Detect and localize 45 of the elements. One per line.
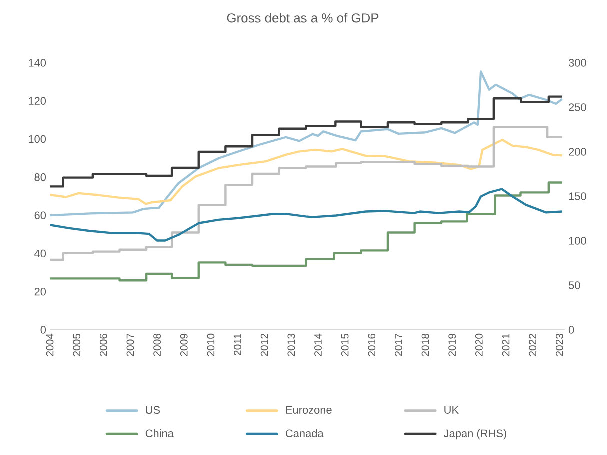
line-series [50,188,564,242]
legend-label: UK [444,406,459,414]
chart-title: Gross debt as a % of GDP [227,13,379,23]
y-tick-label: 40 [34,250,46,258]
y2-tick-label: 100 [569,237,586,245]
y-tick-label: 20 [34,288,46,296]
x-tick-label: 2017 [395,334,402,356]
x-tick-label: 2006 [100,334,108,356]
y-tick-label: 60 [34,212,46,220]
legend-label: Japan (RHS) [444,429,506,440]
y-tick-label: 120 [29,97,46,106]
legend-label: Eurozone [286,406,332,414]
y-tick-label: 0 [40,326,46,334]
y2-tick-label: 200 [569,148,586,156]
y-tick-label: 100 [29,135,46,144]
x-tick-label: 2011 [234,334,242,356]
line-series [50,138,564,206]
y2-tick-label: 0 [568,326,574,334]
x-tick-label: 2018 [422,334,430,356]
y2-tick-label: 300 [568,59,586,67]
y2-tick-label: 250 [569,104,586,112]
x-tick-label: 2009 [180,334,188,356]
x-tick-label: 2012 [260,334,268,356]
x-tick-label: 2014 [314,334,322,356]
x-tick-label: 2005 [73,334,81,356]
x-tick-label: 2013 [288,334,296,356]
y2-tick-label: 50 [568,282,580,290]
y-tick-label: 80 [34,174,46,182]
legend-label: China [146,429,174,438]
x-tick-label: 2015 [341,334,349,356]
y2-tick-label: 150 [569,192,586,200]
legend-label: US [146,406,160,414]
x-tick-label: 2019 [448,334,456,356]
x-tick-label: 2016 [368,334,376,356]
legend-label: Canada [286,429,324,438]
x-tick-label: 2022 [529,334,537,356]
x-tick-label: 2020 [475,334,483,356]
x-tick-label: 2004 [46,334,54,356]
x-tick-label: 2021 [502,334,510,356]
x-tick-label: 2010 [207,334,215,356]
y-tick-label: 140 [29,59,46,67]
x-tick-label: 2007 [126,334,134,356]
x-tick-label: 2008 [154,334,162,356]
x-tick-label: 2023 [556,334,564,356]
line-series [50,70,564,217]
